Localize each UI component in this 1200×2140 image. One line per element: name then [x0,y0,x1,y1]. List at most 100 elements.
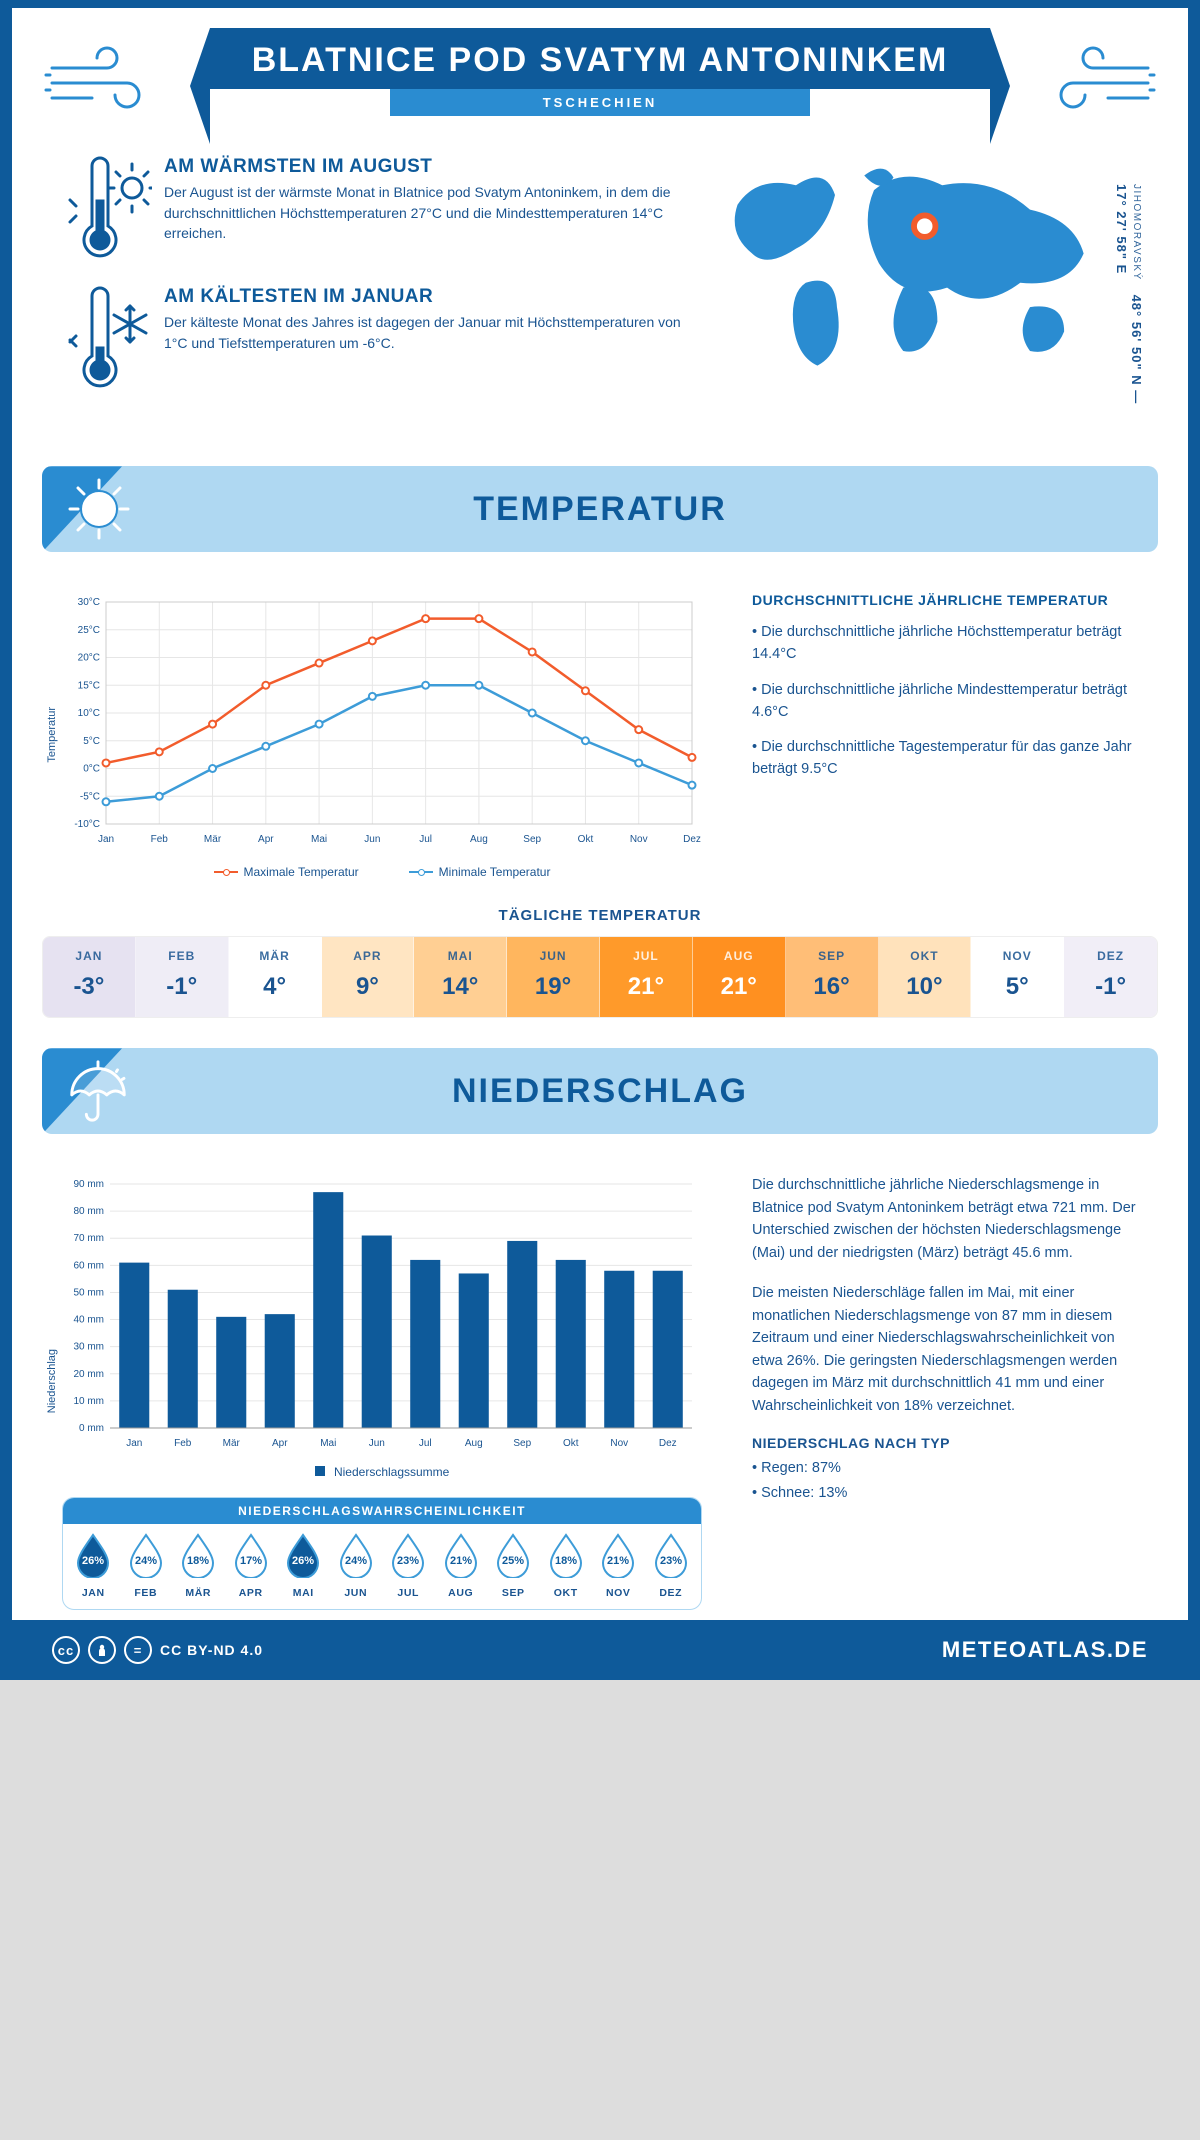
svg-text:-5°C: -5°C [80,792,100,803]
precip-heading: NIEDERSCHLAG [452,1072,748,1111]
temp-y-label: Temperatur [46,707,58,763]
temperature-heading: TEMPERATUR [473,490,727,529]
daily-temp-title: TÄGLICHE TEMPERATUR [12,907,1188,924]
page-root: BLATNICE POD SVATYM ANTONINKEM TSCHECHIE… [0,0,1200,1680]
svg-text:Sep: Sep [513,1438,531,1449]
svg-text:Mär: Mär [204,834,222,845]
umbrella-icon [64,1056,132,1124]
probability-cell: 24% JUN [330,1532,383,1599]
raindrop-icon: 21% [442,1532,480,1578]
daily-tile: MÄR4° [229,937,322,1017]
svg-text:Jun: Jun [364,834,380,845]
warmest-block: AM WÄRMSTEN IM AUGUST Der August ist der… [62,156,688,266]
thermometer-hot-icon [62,156,152,266]
probability-cell: 23% JUL [382,1532,435,1599]
svg-text:10 mm: 10 mm [73,1396,104,1407]
by-icon [88,1636,116,1664]
svg-text:25°C: 25°C [78,625,100,636]
page-title: BLATNICE POD SVATYM ANTONINKEM [220,42,980,79]
svg-text:18%: 18% [187,1555,209,1567]
country-label: TSCHECHIEN [390,89,810,116]
svg-text:26%: 26% [82,1555,104,1567]
svg-text:18%: 18% [555,1555,577,1567]
precip-legend: Niederschlagssumme [62,1465,702,1479]
page-footer: cc = CC BY-ND 4.0 METEOATLAS.DE [12,1620,1188,1680]
svg-text:Apr: Apr [258,834,274,845]
probability-cell: 24% FEB [120,1532,173,1599]
svg-text:0 mm: 0 mm [79,1423,104,1434]
temperature-section-bar: TEMPERATUR [42,466,1158,552]
svg-text:20 mm: 20 mm [73,1369,104,1380]
raindrop-icon: 24% [337,1532,375,1578]
svg-text:Okt: Okt [578,834,594,845]
svg-text:Mär: Mär [223,1438,241,1449]
svg-text:60 mm: 60 mm [73,1261,104,1272]
svg-text:25%: 25% [502,1555,524,1567]
svg-text:Okt: Okt [563,1438,579,1449]
temp-legend: Maximale Temperatur Minimale Temperatur [62,865,702,879]
daily-tile: JUL21° [600,937,693,1017]
svg-text:Jul: Jul [419,1438,432,1449]
svg-text:Mai: Mai [311,834,327,845]
daily-tile: JUN19° [507,937,600,1017]
svg-text:17%: 17% [240,1555,262,1567]
svg-text:Nov: Nov [630,834,648,845]
svg-text:30 mm: 30 mm [73,1342,104,1353]
site-brand: METEOATLAS.DE [942,1637,1148,1663]
cc-icon: cc [52,1636,80,1664]
precip-y-label: Niederschlag [46,1349,58,1413]
svg-text:26%: 26% [292,1555,314,1567]
temperature-notes: DURCHSCHNITTLICHE JÄHRLICHE TEMPERATUR •… [752,592,1138,879]
svg-text:Jan: Jan [126,1438,142,1449]
daily-tile: FEB-1° [136,937,229,1017]
svg-text:21%: 21% [450,1555,472,1567]
svg-text:80 mm: 80 mm [73,1207,104,1218]
probability-cell: 25% SEP [487,1532,540,1599]
temperature-chart: Temperatur -10°C-5°C0°C5°C10°C15°C20°C25… [62,592,702,879]
svg-text:30°C: 30°C [78,597,100,608]
svg-text:20°C: 20°C [78,653,100,664]
svg-text:Jun: Jun [369,1438,385,1449]
svg-text:Aug: Aug [465,1438,483,1449]
probability-cell: 21% NOV [592,1532,645,1599]
raindrop-icon: 26% [74,1532,112,1578]
svg-text:Sep: Sep [523,834,541,845]
svg-text:Mai: Mai [320,1438,336,1449]
daily-temp-tiles: JAN-3°FEB-1°MÄR4°APR9°MAI14°JUN19°JUL21°… [42,936,1158,1018]
probability-cell: 18% OKT [540,1532,593,1599]
raindrop-icon: 26% [284,1532,322,1578]
daily-tile: DEZ-1° [1064,937,1157,1017]
svg-text:50 mm: 50 mm [73,1288,104,1299]
probability-cell: 26% JAN [67,1532,120,1599]
svg-text:-10°C: -10°C [74,819,100,830]
raindrop-icon: 24% [127,1532,165,1578]
svg-text:24%: 24% [345,1555,367,1567]
svg-text:40 mm: 40 mm [73,1315,104,1326]
page-header: BLATNICE POD SVATYM ANTONINKEM TSCHECHIE… [12,8,1188,156]
svg-text:23%: 23% [397,1555,419,1567]
coldest-title: AM KÄLTESTEN IM JANUAR [164,286,688,308]
raindrop-icon: 18% [547,1532,585,1578]
nd-icon: = [124,1636,152,1664]
license-badges: cc = CC BY-ND 4.0 [52,1636,263,1664]
daily-tile: NOV5° [971,937,1064,1017]
wind-icon [42,38,162,118]
svg-text:70 mm: 70 mm [73,1234,104,1245]
svg-text:90 mm: 90 mm [73,1179,104,1190]
raindrop-icon: 23% [389,1532,427,1578]
warmest-body: Der August ist der wärmste Monat in Blat… [164,182,688,243]
coordinates: JIHOMORAVSKÝ 48° 56' 50" N — 17° 27' 58"… [1114,184,1144,416]
precip-notes: Die durchschnittliche jährliche Niedersc… [752,1174,1138,1610]
svg-text:Feb: Feb [174,1438,192,1449]
svg-text:Dez: Dez [683,834,701,845]
wind-icon [1038,38,1158,118]
svg-text:Dez: Dez [659,1438,677,1449]
daily-tile: MAI14° [414,937,507,1017]
daily-tile: JAN-3° [43,937,136,1017]
daily-tile: AUG21° [693,937,786,1017]
svg-text:Jul: Jul [419,834,432,845]
svg-text:Apr: Apr [272,1438,288,1449]
probability-cell: 21% AUG [435,1532,488,1599]
probability-cell: 23% DEZ [645,1532,698,1599]
svg-text:0°C: 0°C [83,764,100,775]
